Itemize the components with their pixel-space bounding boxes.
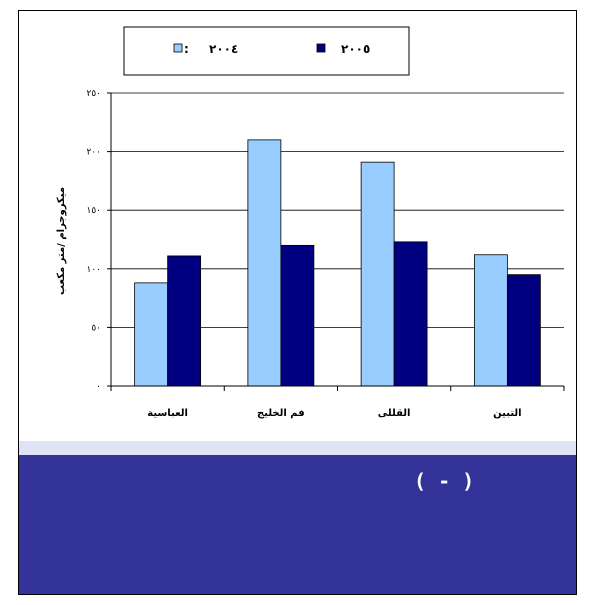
chart-bottom-band <box>19 441 576 455</box>
legend-label-2005: ٢٠٠٥ <box>341 42 370 56</box>
caption-panel: ( - ) <box>19 455 576 594</box>
bar-2005 <box>280 244 315 387</box>
chart-area: ٠ ٥٠ ١٠٠ ١٥٠ ٢٠٠ ٢٥٠ العباسية فم الخليج القللى ا… <box>19 11 576 441</box>
x-category-label: فم الخليج <box>257 408 305 419</box>
legend-swatch-2004 <box>173 43 183 53</box>
slide-frame: ٠ ٥٠ ١٠٠ ١٥٠ ٢٠٠ ٢٥٠ العباسية فم الخليج القللى ا… <box>18 10 577 595</box>
y-tick-label: ١٥٠ <box>86 206 101 216</box>
y-axis-ticks: ٠ ٥٠ ١٠٠ ١٥٠ ٢٠٠ ٢٥٠ <box>86 89 111 392</box>
bar-2005 <box>506 274 541 387</box>
legend-label-2004: ٢٠٠٤ <box>209 42 238 56</box>
bar-2005 <box>167 255 202 387</box>
bar-2005 <box>393 241 428 387</box>
bars <box>134 139 541 387</box>
legend-separator: : <box>184 42 189 56</box>
bar-2004 <box>247 139 282 387</box>
x-category-label: التبين <box>493 408 521 419</box>
category-labels: العباسية فم الخليج القللى التبين <box>147 408 521 419</box>
bar-2004 <box>134 282 169 387</box>
legend-swatch-2005 <box>316 43 326 53</box>
legend-box <box>123 26 410 76</box>
caption-text: ( - ) <box>414 469 475 493</box>
bar-2004 <box>473 254 508 387</box>
y-tick-label: ٥٠ <box>91 323 101 333</box>
y-tick-label: ٠ <box>96 382 101 392</box>
y-tick-label: ٢٠٠ <box>86 148 101 158</box>
y-tick-label: ٢٥٠ <box>86 89 101 99</box>
legend: : ٢٠٠٤ ٢٠٠٥ <box>123 26 410 76</box>
x-category-label: القللى <box>378 408 411 419</box>
y-axis-label: ميكروجرام /متر مكعب <box>56 187 67 295</box>
x-category-label: العباسية <box>147 408 188 419</box>
y-tick-label: ١٠٠ <box>86 265 101 275</box>
axes <box>110 93 565 391</box>
bar-2004 <box>360 161 395 387</box>
